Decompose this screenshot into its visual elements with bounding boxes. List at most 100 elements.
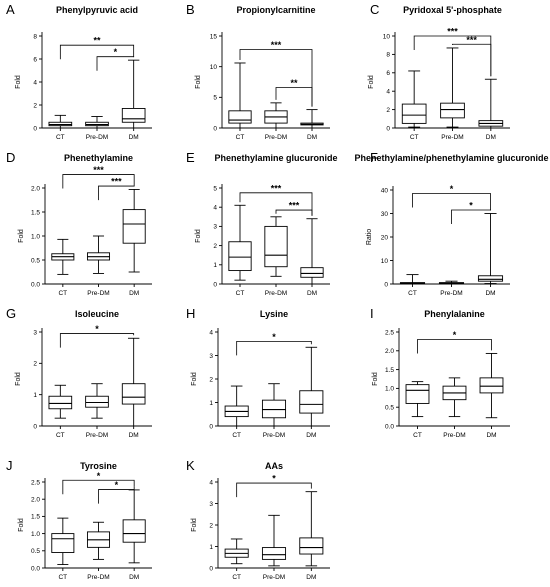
panel-j-ytick-label: 0.5 bbox=[31, 548, 40, 555]
panel-e-ytick-label: 1 bbox=[213, 262, 217, 269]
panel-b-box-ct bbox=[228, 110, 252, 124]
panel-d-ytick-label: 2.0 bbox=[31, 185, 40, 192]
panel-d-significance-label: *** bbox=[111, 177, 122, 187]
panel-e-ytick-label: 2 bbox=[213, 243, 217, 250]
panel-f-ytick-label: 30 bbox=[381, 211, 389, 218]
panel-g-ytick-label: 3 bbox=[33, 329, 37, 336]
panel-h-ytick-label: 3 bbox=[209, 353, 213, 360]
panel-k-category-label: CT bbox=[232, 574, 241, 581]
panel-g-box-pre-dm bbox=[85, 395, 109, 408]
panel-d-box-dm bbox=[122, 209, 146, 244]
panel-c-box-ct bbox=[401, 103, 427, 124]
panel-f-significance-bracket bbox=[451, 209, 491, 224]
panel-j-box-dm bbox=[122, 519, 146, 543]
panel-k-significance-bracket bbox=[236, 482, 312, 498]
panel-a-ytick-label: 6 bbox=[33, 56, 37, 63]
panel-e-ytick-label: 3 bbox=[213, 224, 217, 231]
panel-h-title: Lysine bbox=[260, 309, 288, 319]
panel-b-category-label: CT bbox=[236, 134, 245, 141]
panel-a-category-label: DM bbox=[129, 134, 139, 141]
panel-a-ylabel: Fold bbox=[15, 75, 22, 89]
panel-a-ytick-label: 2 bbox=[33, 102, 37, 109]
panel-a-ytick-label: 4 bbox=[33, 79, 37, 86]
panel-a-category-label: CT bbox=[56, 134, 65, 141]
panel-i-box-dm bbox=[479, 377, 504, 394]
panel-f-ytick-label: 40 bbox=[381, 187, 389, 194]
panel-d-category-label: CT bbox=[58, 290, 67, 297]
panel-d-significance-label: *** bbox=[93, 165, 104, 175]
panel-c-category-label: CT bbox=[410, 134, 419, 141]
panel-d-category-label: DM bbox=[129, 290, 139, 297]
panel-g-category-label: Pre-DM bbox=[86, 432, 108, 439]
panel-g-category-label: CT bbox=[56, 432, 65, 439]
panel-f-category-label: DM bbox=[485, 290, 495, 297]
panel-k-ytick-label: 0 bbox=[209, 565, 213, 572]
panel-e-category-label: CT bbox=[236, 290, 245, 297]
panel-j-ytick-label: 0.0 bbox=[31, 565, 40, 572]
panel-j-ytick-label: 1.5 bbox=[31, 514, 40, 521]
panel-b-ytick-label: 0 bbox=[213, 125, 217, 132]
panel-j-significance-bracket bbox=[62, 479, 135, 495]
panel-f-title: Phenethylamine/phenethylamine glucuronid… bbox=[354, 153, 548, 163]
panel-j-significance-label: * bbox=[115, 480, 119, 490]
panel-h-category-label: DM bbox=[306, 432, 316, 439]
panel-d-significance-bracket bbox=[98, 185, 135, 201]
panel-c-letter: C bbox=[370, 2, 379, 17]
panel-h-significance-bracket bbox=[236, 341, 312, 356]
panel-k-box-pre-dm bbox=[261, 547, 287, 560]
panel-k-category-label: Pre-DM bbox=[263, 574, 285, 581]
panel-f-box-dm bbox=[477, 275, 504, 282]
panel-a-significance-label: ** bbox=[93, 36, 101, 46]
panel-i-ylabel: Fold bbox=[372, 372, 379, 386]
panel-e-box-ct bbox=[228, 241, 252, 272]
panel-c-box-pre-dm bbox=[440, 102, 465, 119]
panel-a-significance-label: * bbox=[114, 47, 118, 57]
panel-a-box-pre-dm bbox=[85, 121, 109, 127]
panel-j-significance-bracket bbox=[98, 486, 135, 504]
panel-f-category-label: CT bbox=[408, 290, 417, 297]
panel-c-ytick-label: 4 bbox=[386, 89, 390, 96]
panel-k-category-label: DM bbox=[306, 574, 316, 581]
panel-i-category-label: DM bbox=[486, 432, 496, 439]
panel-i-ytick-label: 1.5 bbox=[385, 367, 394, 374]
panel-e-box-dm bbox=[300, 267, 324, 278]
panel-a-letter: A bbox=[6, 2, 15, 17]
panel-j-category-label: DM bbox=[129, 574, 139, 581]
panel-k-title: AAs bbox=[265, 461, 283, 471]
panel-a-ytick-label: 8 bbox=[33, 33, 37, 40]
panel-f-ytick-label: 10 bbox=[381, 258, 389, 265]
panel-k-ytick-label: 4 bbox=[209, 479, 213, 486]
panel-d-category-label: Pre-DM bbox=[87, 290, 109, 297]
panel-e-ytick-label: 0 bbox=[213, 281, 217, 288]
panel-a-box-ct bbox=[48, 121, 73, 127]
panel-h-letter: H bbox=[186, 306, 195, 321]
panel-c-ytick-label: 2 bbox=[386, 107, 390, 114]
panel-j-box-ct bbox=[51, 533, 75, 553]
panel-e-ylabel: Fold bbox=[195, 229, 202, 243]
panel-a-significance-bracket bbox=[59, 44, 135, 60]
panel-j-ytick-label: 1.0 bbox=[31, 531, 40, 538]
panel-i-significance-bracket bbox=[417, 339, 492, 354]
panel-e-significance-bracket bbox=[239, 192, 313, 216]
panel-c-significance-bracket bbox=[452, 43, 492, 77]
panel-b-category-label: DM bbox=[307, 134, 317, 141]
panel-i-ytick-label: 2.5 bbox=[385, 329, 394, 336]
panel-h-ytick-label: 2 bbox=[209, 376, 213, 383]
panel-c-ylabel: Fold bbox=[368, 75, 375, 89]
panel-h-category-label: Pre-DM bbox=[263, 432, 285, 439]
panel-f-ytick-label: 20 bbox=[381, 234, 389, 241]
panel-f-significance-label: * bbox=[469, 200, 473, 210]
panel-h-box-dm bbox=[299, 390, 324, 414]
panel-h-significance-label: * bbox=[272, 332, 276, 342]
panel-b-ytick-label: 15 bbox=[210, 33, 218, 40]
panel-a-significance-bracket bbox=[96, 56, 135, 71]
panel-h-ytick-label: 0 bbox=[209, 423, 213, 430]
panel-h-ytick-label: 1 bbox=[209, 400, 213, 407]
panel-i-letter: I bbox=[370, 306, 374, 321]
panel-j-ylabel: Fold bbox=[18, 518, 25, 532]
panel-a-category-label: Pre-DM bbox=[86, 134, 108, 141]
panel-b-title: Propionylcarnitine bbox=[236, 5, 315, 15]
panel-b-category-label: Pre-DM bbox=[265, 134, 287, 141]
panel-i-significance-label: * bbox=[453, 330, 457, 340]
panel-c-ytick-label: 0 bbox=[386, 125, 390, 132]
